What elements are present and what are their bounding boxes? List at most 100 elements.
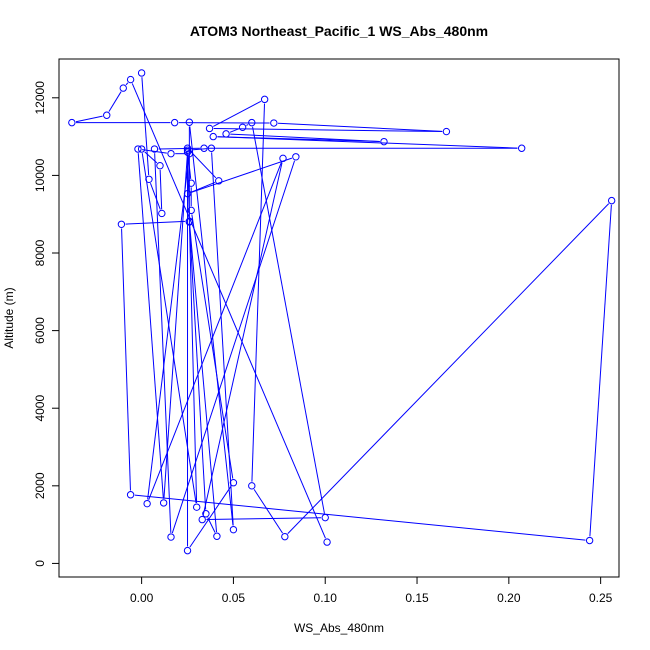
series-line-segment (154, 153, 172, 533)
data-point (134, 145, 142, 153)
data-point (183, 148, 192, 156)
y-tick-label: 12000 (33, 81, 47, 115)
series-line-segment (213, 128, 443, 133)
y-tick-label: 8000 (33, 239, 47, 266)
data-point (321, 513, 329, 522)
series-line-segment (189, 126, 234, 526)
data-point (156, 162, 164, 170)
data-point (585, 536, 594, 545)
chart-title: ATOM3 Northeast_Pacific_1 WS_Abs_480nm (190, 23, 488, 39)
data-point (150, 145, 159, 153)
series-line-segment (189, 225, 218, 533)
data-point (185, 149, 194, 158)
series-line-segment (141, 77, 150, 176)
series-line-segment (191, 181, 216, 193)
data-point (229, 525, 238, 534)
y-axis-label: Altitude (m) (2, 287, 16, 348)
series-line-segment (229, 128, 239, 133)
x-tick-label: 0.20 (497, 591, 521, 605)
series-line-segment (125, 82, 129, 86)
data-point (159, 499, 168, 507)
data-point (260, 95, 269, 104)
data-point (117, 220, 126, 228)
x-axis: 0.00 0.05 0.10 0.15 0.20 0.25 (130, 576, 613, 605)
data-point (238, 123, 247, 131)
data-point (205, 124, 214, 133)
series-line-segment (191, 214, 234, 479)
y-tick-label: 6000 (33, 317, 47, 344)
series-line-segment (131, 83, 326, 539)
data-point (215, 177, 223, 185)
data-point (126, 75, 135, 84)
data-point (158, 209, 166, 218)
data-point (187, 206, 195, 215)
data-point (143, 499, 151, 508)
data-point (187, 179, 195, 187)
series-line-segment (158, 147, 200, 150)
data-point (170, 118, 179, 127)
series-line-segment (251, 103, 265, 482)
series-line-segment (589, 204, 612, 537)
series-line-segment (211, 152, 234, 526)
data-point (167, 149, 175, 158)
y-tick-label: 2000 (33, 472, 47, 499)
data-point (198, 515, 206, 524)
series-line-segment (191, 148, 208, 151)
y-tick-label: 4000 (33, 395, 47, 422)
data-point (167, 533, 175, 541)
data-point (202, 510, 210, 518)
series-line-segment (213, 100, 262, 127)
series-line-segment (287, 203, 610, 534)
data-point (323, 538, 331, 546)
data-point (213, 532, 221, 540)
series-line-segment (142, 149, 167, 154)
plot-frame (58, 58, 620, 578)
y-tick-label: 0 (33, 560, 47, 567)
series-line-segment (108, 91, 122, 112)
series-line-segment (134, 494, 586, 541)
series-line-segment (163, 156, 188, 499)
series-line-segment (159, 169, 163, 210)
series-line-segment (149, 183, 161, 210)
series-line-segment (230, 133, 380, 142)
data-point (517, 144, 526, 152)
x-tick-label: 0.25 (589, 591, 613, 605)
series-line-segment (252, 126, 325, 514)
series-layer (68, 69, 616, 555)
series-line-segment (190, 150, 217, 179)
series-line-segment (277, 122, 443, 132)
data-point (119, 84, 127, 92)
data-point (270, 119, 278, 127)
data-point (229, 479, 238, 487)
data-point (126, 491, 135, 499)
series-line-segment (191, 157, 293, 193)
data-point (442, 127, 451, 136)
x-tick-label: 0.10 (314, 591, 338, 605)
series-line-segment (246, 124, 249, 126)
series-line-segment (171, 160, 296, 534)
data-point (183, 189, 192, 198)
series-line-segment (207, 517, 216, 533)
data-point (185, 217, 194, 225)
series-line-segment (75, 115, 103, 123)
series-line-segment (189, 485, 232, 548)
y-tick-label: 10000 (33, 158, 47, 192)
series-line-segment (253, 489, 283, 534)
series-line-segment (202, 162, 283, 516)
series-line-segment (206, 517, 322, 521)
data-point (222, 130, 230, 138)
series-line-segment (121, 228, 131, 491)
x-tick-label: 0.05 (222, 591, 246, 605)
data-point (292, 153, 300, 161)
data-point (68, 118, 76, 127)
series-line-segment (148, 162, 282, 500)
data-point (137, 145, 146, 153)
series-line-segment (137, 153, 164, 499)
y-axis: 0 2000 4000 6000 8000 10000 12000 (33, 81, 60, 567)
data-point (279, 154, 287, 163)
data-point (607, 196, 616, 205)
series-line-segment (189, 226, 207, 510)
data-point (380, 137, 388, 146)
